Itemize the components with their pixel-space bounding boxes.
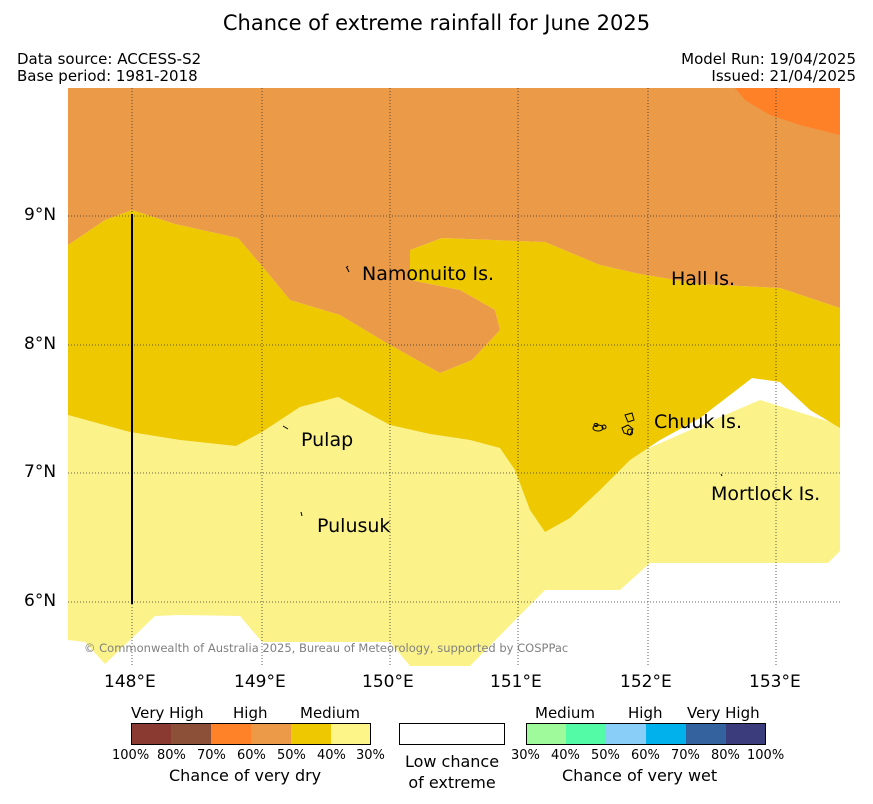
legend-wet-pct-70: 70% bbox=[671, 748, 700, 763]
legend-dry-swatch-70-60 bbox=[211, 723, 251, 745]
island-outlines bbox=[282, 265, 723, 517]
place-label-chuuk: Chuuk Is. bbox=[654, 411, 742, 433]
legend-dry-swatch-40-30 bbox=[331, 723, 371, 745]
legend-dry-swatch-60-50 bbox=[251, 723, 291, 745]
legend-dry-pct-80: 80% bbox=[157, 748, 186, 763]
legend-low-chance-line1: Low chance bbox=[404, 752, 500, 771]
legend-dry-pct-70: 70% bbox=[197, 748, 226, 763]
legend-dry-pct-100: 100% bbox=[112, 748, 150, 763]
legend-wet-pct-100: 100% bbox=[747, 748, 785, 763]
namonuito-island-shape bbox=[345, 265, 350, 273]
legend-wet-pct-50: 50% bbox=[591, 748, 620, 763]
region-50-60-dry bbox=[68, 88, 840, 373]
region-60-70-dry bbox=[735, 88, 840, 135]
base-period-label: Base period: 1981-2018 bbox=[17, 67, 198, 85]
lat-label-9n: 9°N bbox=[24, 205, 57, 225]
legend-wet-pct-40: 40% bbox=[551, 748, 580, 763]
place-label-mortlock: Mortlock Is. bbox=[711, 483, 821, 505]
legend-wet-pct-80: 80% bbox=[711, 748, 740, 763]
data-source-label: Data source: ACCESS-S2 bbox=[17, 50, 202, 68]
model-run-label: Model Run: 19/04/2025 bbox=[681, 50, 856, 68]
region-30-40-dry bbox=[68, 397, 840, 666]
legend-low-chance-swatch bbox=[399, 723, 505, 745]
legend-wet-swatch-40-50 bbox=[566, 723, 606, 745]
place-label-namonuito: Namonuito Is. bbox=[362, 263, 495, 285]
lon-label-150e: 150°E bbox=[362, 672, 414, 692]
legend-wet-heading-very-high: Very High bbox=[687, 704, 760, 722]
legend-wet-pct-60: 60% bbox=[631, 748, 660, 763]
legend-wet-caption: Chance of very wet bbox=[562, 766, 718, 785]
legend-dry-heading-medium: Medium bbox=[300, 704, 360, 722]
chuuk-island-shapes bbox=[592, 412, 635, 436]
pulap-island-shape bbox=[282, 425, 289, 430]
legend-dry-caption: Chance of very dry bbox=[169, 766, 322, 785]
lon-label-148e: 148°E bbox=[104, 672, 156, 692]
legend-wet-pct-30: 30% bbox=[511, 748, 540, 763]
legend-wet-heading-medium: Medium bbox=[535, 704, 595, 722]
pulusuk-island-shape bbox=[300, 511, 303, 517]
legend-dry-pct-40: 40% bbox=[317, 748, 346, 763]
legend-wet-swatch-70-80 bbox=[686, 723, 726, 745]
legend-low-chance-line2: of extreme bbox=[408, 773, 496, 792]
legend-dry-swatch-80-70 bbox=[171, 723, 211, 745]
legend-wet-swatch-80-100 bbox=[726, 723, 766, 745]
place-label-pulusuk: Pulusuk bbox=[317, 515, 391, 537]
lon-label-151e: 151°E bbox=[490, 672, 542, 692]
region-40-50-dry bbox=[68, 210, 840, 532]
lat-label-7n: 7°N bbox=[24, 462, 57, 482]
legend-wet-heading-high: High bbox=[628, 704, 663, 722]
copyright-notice: © Commonwealth of Australia 2025, Bureau… bbox=[84, 641, 569, 655]
legend-wet-swatch-30-40 bbox=[526, 723, 566, 745]
legend-dry-pct-60: 60% bbox=[237, 748, 266, 763]
legend-dry-pct-30: 30% bbox=[356, 748, 385, 763]
chart-title: Chance of extreme rainfall for June 2025 bbox=[222, 11, 651, 35]
lon-label-153e: 153°E bbox=[749, 672, 801, 692]
place-label-pulap: Pulap bbox=[301, 429, 354, 451]
legend-dry-swatch-50-40 bbox=[291, 723, 331, 745]
legend-wet-swatch-60-70 bbox=[646, 723, 686, 745]
legend-dry-heading-high: High bbox=[233, 704, 268, 722]
lat-label-6n: 6°N bbox=[24, 591, 57, 611]
lon-label-149e: 149°E bbox=[234, 672, 286, 692]
issued-label: Issued: 21/04/2025 bbox=[711, 67, 856, 85]
legend-dry-swatch-100-80 bbox=[131, 723, 171, 745]
legend-dry-heading-very-high: Very High bbox=[131, 704, 204, 722]
place-label-hall: Hall Is. bbox=[671, 268, 736, 290]
lon-label-152e: 152°E bbox=[620, 672, 672, 692]
legend-dry-pct-50: 50% bbox=[277, 748, 306, 763]
lat-label-8n: 8°N bbox=[24, 334, 57, 354]
legend-wet-swatch-50-60 bbox=[606, 723, 646, 745]
mortlock-island-shape bbox=[720, 473, 723, 477]
